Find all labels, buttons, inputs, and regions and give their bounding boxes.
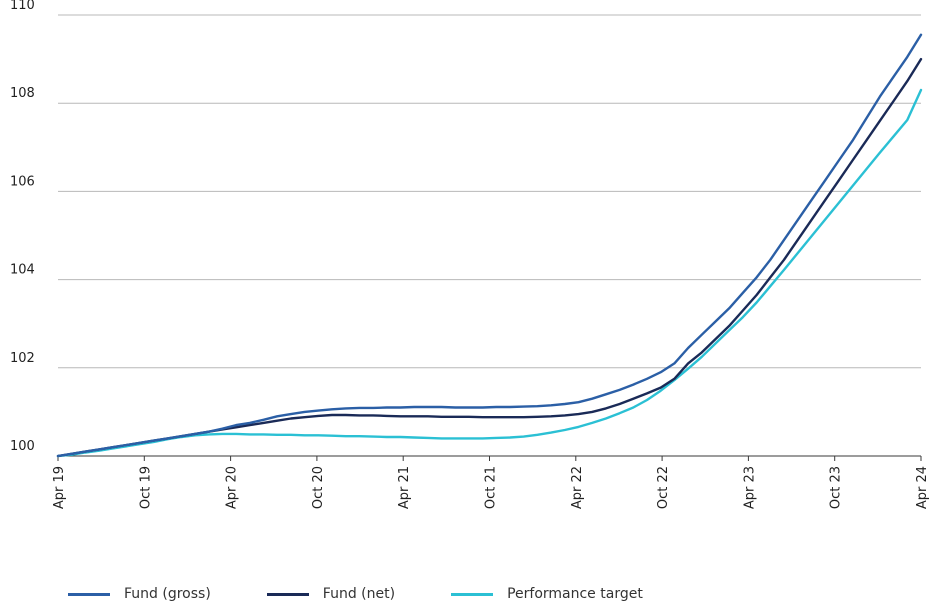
x-tick-label: Oct 19 — [138, 466, 153, 509]
legend-item-fund-net: Fund (net) — [266, 586, 396, 602]
series-line-fund-net — [56, 57, 923, 458]
x-tick-label: Apr 23 — [742, 466, 757, 509]
y-tick-label-106: 106 — [10, 174, 35, 189]
y-tick-label-100: 100 — [10, 439, 35, 454]
legend-swatch-fund-gross — [68, 592, 110, 596]
grid-lines — [58, 14, 921, 457]
x-tick-label: Apr 22 — [570, 466, 585, 509]
x-tick-label: Apr 21 — [397, 466, 412, 509]
y-axis-ticks: 100 102 104 106 108 110 — [10, 0, 35, 454]
legend: Fund (gross) Fund (net) Performance targ… — [68, 586, 699, 602]
legend-swatch-performance-target — [451, 592, 494, 596]
series-lines — [56, 33, 923, 458]
legend-item-fund-gross: Fund (gross) — [68, 586, 211, 602]
y-tick-label-108: 108 — [10, 86, 35, 101]
legend-label-fund-net: Fund (net) — [322, 586, 396, 602]
x-tick-label: Oct 21 — [484, 466, 499, 509]
y-tick-label-102: 102 — [10, 351, 35, 366]
y-tick-label-110: 110 — [10, 0, 35, 13]
series-line-performance-target — [56, 88, 923, 458]
x-tick-label: Apr 20 — [225, 466, 240, 509]
y-tick-label-104: 104 — [10, 263, 35, 278]
x-tick-label: Oct 20 — [311, 466, 326, 509]
x-axis-ticks: Apr 19 Oct 19 Apr 20 Oct 20 Apr 21 Oct 21 Apr … — [52, 456, 929, 509]
legend-swatch-fund-net — [266, 592, 309, 596]
x-tick-label: Oct 23 — [829, 466, 844, 509]
x-tick-label: Oct 22 — [656, 466, 671, 509]
x-tick-label: Apr 19 — [52, 466, 67, 509]
series-line-fund-gross — [56, 33, 923, 458]
x-tick-label: Apr 24 — [915, 466, 929, 509]
legend-label-performance-target: Performance target — [507, 586, 643, 602]
legend-label-fund-gross: Fund (gross) — [124, 586, 211, 602]
legend-item-performance-target: Performance target — [451, 586, 643, 602]
